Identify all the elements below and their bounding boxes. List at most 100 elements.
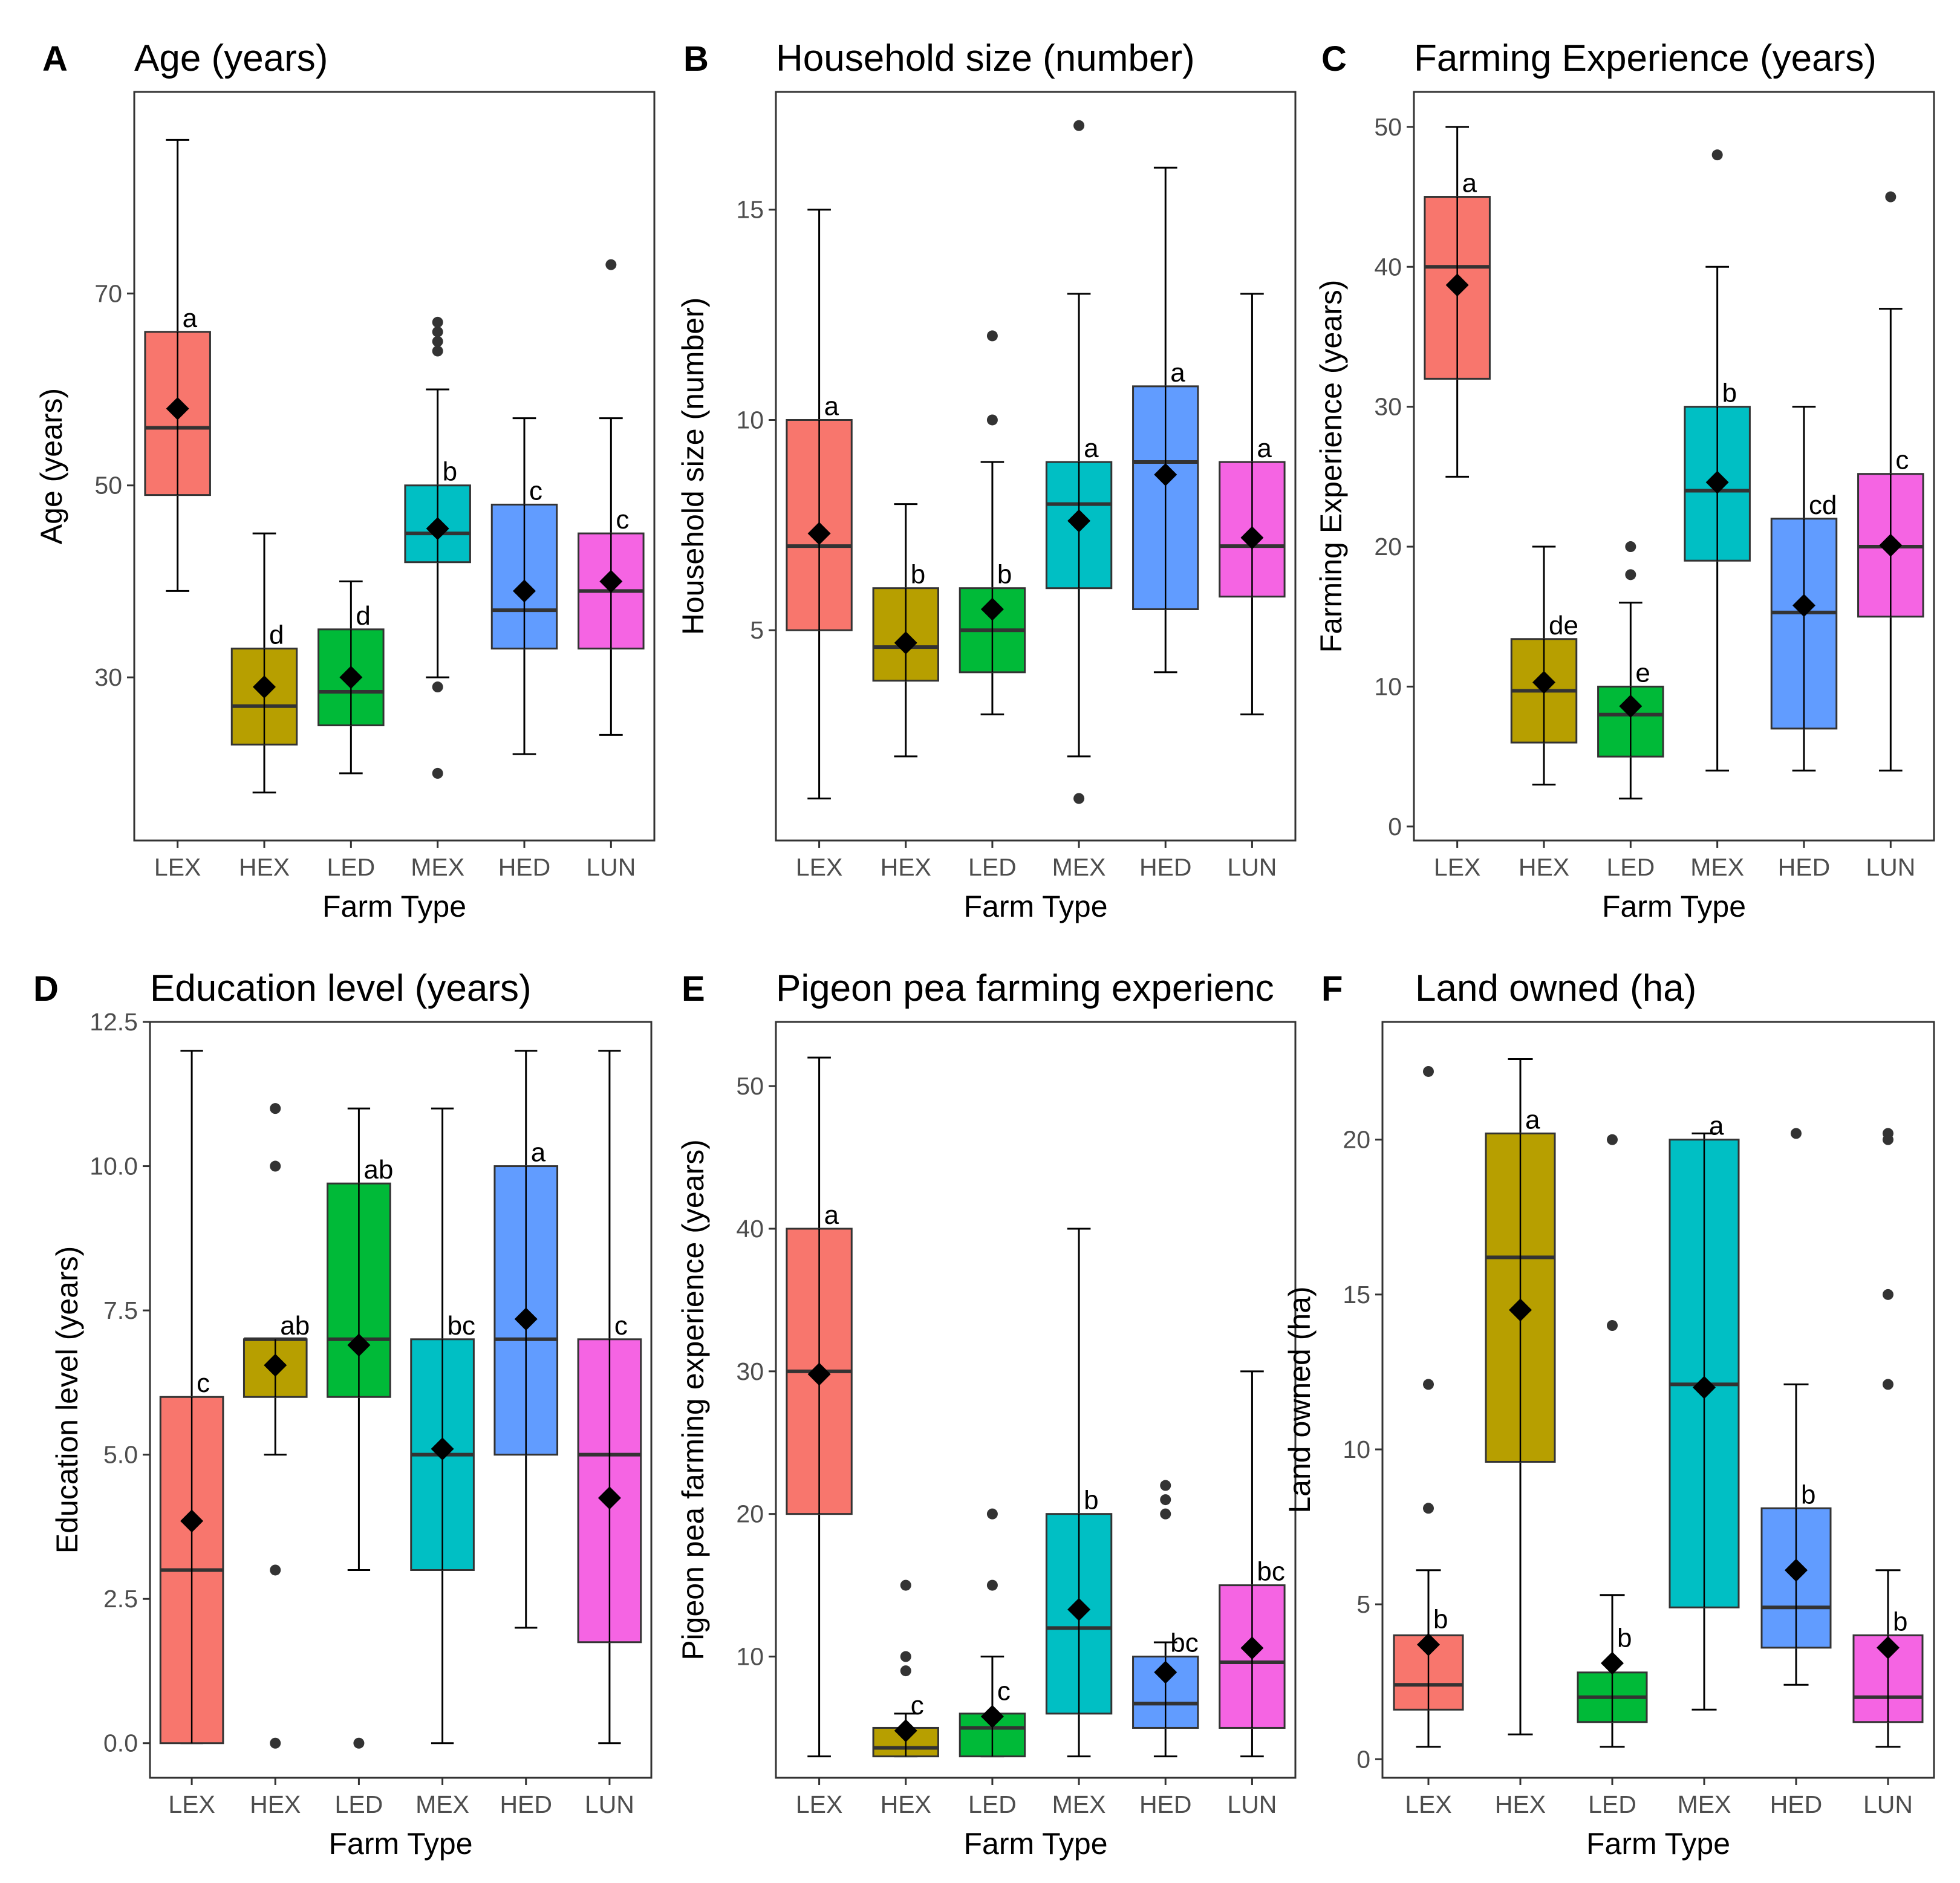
panel-f-xtick-label: LED [1588, 1790, 1636, 1818]
significance-letter: c [1895, 446, 1909, 475]
panel-f-ytick-label: 20 [1343, 1126, 1370, 1154]
outlier-point [432, 326, 443, 337]
mean-marker [1705, 470, 1729, 494]
mean-marker [980, 1705, 1004, 1728]
outlier-point [270, 1737, 281, 1749]
panel-a-box-lex: a [144, 138, 211, 592]
panel-d: D Education level (years) 0.0 2.5 5.0 7.5 10.0… [33, 968, 653, 1861]
panel-b-ytick-label: 15 [736, 196, 764, 224]
panel-d-ytick-label: 12.5 [90, 1008, 138, 1036]
mean-marker [1067, 509, 1091, 533]
mean-marker [807, 522, 831, 545]
outlier-point [1625, 541, 1636, 553]
mean-marker [1240, 526, 1264, 550]
panel-d-letter: D [33, 969, 59, 1009]
mean-marker [599, 570, 623, 593]
panel-c-ytick-label: 30 [1374, 393, 1402, 421]
panel-a-xtick-label: HED [498, 853, 551, 881]
panel-d-box-lun: c [577, 1050, 642, 1745]
outlier-point [1883, 1128, 1893, 1139]
panel-c-box-hex: de [1510, 545, 1578, 785]
panel-a-ytick-label: 50 [94, 472, 122, 499]
panel-a-xlabel: Farm Type [322, 889, 466, 923]
panel-e-xtick-label: MEX [1052, 1790, 1106, 1818]
panel-f-ytick-label: 5 [1356, 1590, 1370, 1618]
outlier-point [1711, 149, 1723, 161]
outlier-point [1423, 1379, 1434, 1390]
panel-e-xtick-label: LEX [796, 1790, 843, 1818]
panel-c-ylabel: Farming Experience (years) [1314, 280, 1348, 653]
panel-b-letter: B [683, 39, 709, 79]
panel-f-xlabel: Farm Type [1586, 1827, 1730, 1861]
significance-letter: c [911, 1691, 924, 1720]
mean-marker [431, 1437, 454, 1461]
panel-f-box-hed: b [1760, 1128, 1832, 1686]
mean-marker [1240, 1636, 1264, 1660]
panel-a-plot-frame [133, 91, 656, 842]
significance-letter: b [997, 560, 1012, 590]
panel-d-ytick-label: 0.0 [103, 1729, 138, 1757]
panel-b-box-mex: a [1045, 120, 1113, 804]
outlier-point [1607, 1134, 1618, 1145]
panel-a-box-hed: c [490, 417, 558, 755]
significance-letter: c [616, 505, 629, 535]
outlier-point [1160, 1508, 1171, 1520]
panel-f-box-mex: a [1669, 1111, 1740, 1711]
panel-a-letter: A [42, 39, 68, 79]
significance-letter: a [1170, 358, 1185, 388]
panel-a: A Age (years) 30 50 70 LEX HEX LED MEX HED LUN Farm… [34, 37, 656, 923]
panel-e-xtick-label: LED [968, 1790, 1017, 1818]
panel-b-xtick-label: MEX [1052, 853, 1106, 881]
panel-d-box-hed: a [493, 1050, 559, 1629]
mean-marker [513, 579, 536, 603]
panel-c-plot-frame [1413, 91, 1935, 842]
panel-d-ytick-label: 2.5 [103, 1585, 138, 1613]
mean-marker [1792, 594, 1815, 617]
panel-a-ytick-label: 30 [94, 663, 122, 691]
mean-marker [1445, 273, 1469, 297]
panel-d-xlabel: Farm Type [328, 1827, 472, 1861]
outlier-point [1625, 569, 1636, 581]
panel-c-box-hed: cd [1770, 406, 1838, 772]
mean-marker [980, 597, 1004, 621]
panel-e: E Pigeon pea farming experienc 10 20 30 40 50 L… [676, 968, 1297, 1861]
outlier-point [900, 1579, 911, 1591]
panel-f-box-led: b [1577, 1134, 1648, 1748]
panel-c: C Farming Experience (years) 0 10 20 30 40 50 LE… [1314, 37, 1935, 923]
panel-c-xtick-label: HEX [1519, 853, 1569, 881]
panel-b-ytick-label: 5 [750, 616, 764, 644]
panel-d-box-lex: c [159, 1050, 224, 1745]
outlier-point [900, 1665, 911, 1677]
panel-c-box-lun: c [1857, 191, 1924, 772]
panel-c-box-lex: a [1424, 126, 1491, 478]
mean-marker [1619, 694, 1643, 718]
outlier-point [432, 345, 443, 357]
panel-e-ytick-label: 20 [736, 1500, 764, 1528]
panel-f-xtick-label: HEX [1495, 1790, 1546, 1818]
panel-e-ytick-label: 50 [736, 1072, 764, 1100]
panel-b-box-lun: a [1219, 293, 1286, 715]
panel-c-title: Farming Experience (years) [1414, 37, 1877, 79]
mean-marker [1877, 1636, 1900, 1659]
panel-b-ylabel: Household size (number) [676, 298, 710, 636]
panel-d-box-hex: ab [243, 1103, 310, 1749]
mean-marker [514, 1307, 538, 1331]
panel-f-box-lex: b [1393, 1065, 1464, 1748]
panel-a-box-lun: c [578, 259, 645, 736]
panel-c-xtick-label: HED [1778, 853, 1831, 881]
panel-b-ytick-label: 10 [736, 406, 764, 434]
significance-letter: a [1709, 1111, 1724, 1141]
significance-letter: bc [1170, 1628, 1198, 1658]
outlier-point [432, 767, 443, 779]
mean-marker [1785, 1558, 1808, 1582]
panel-c-xtick-label: LEX [1434, 853, 1481, 881]
significance-letter: cd [1809, 490, 1837, 520]
panel-f-plot-frame [1381, 1021, 1935, 1779]
panel-b-xtick-label: LUN [1227, 853, 1277, 881]
outlier-point [605, 259, 617, 270]
significance-letter: d [356, 601, 370, 631]
panel-e-ytick-label: 40 [736, 1215, 764, 1243]
panel-d-ytick-label: 5.0 [103, 1441, 138, 1469]
panel-b: B Household size (number) 5 10 15 LEX HEX LED ME… [676, 37, 1297, 923]
panel-c-xlabel: Farm Type [1602, 889, 1746, 923]
